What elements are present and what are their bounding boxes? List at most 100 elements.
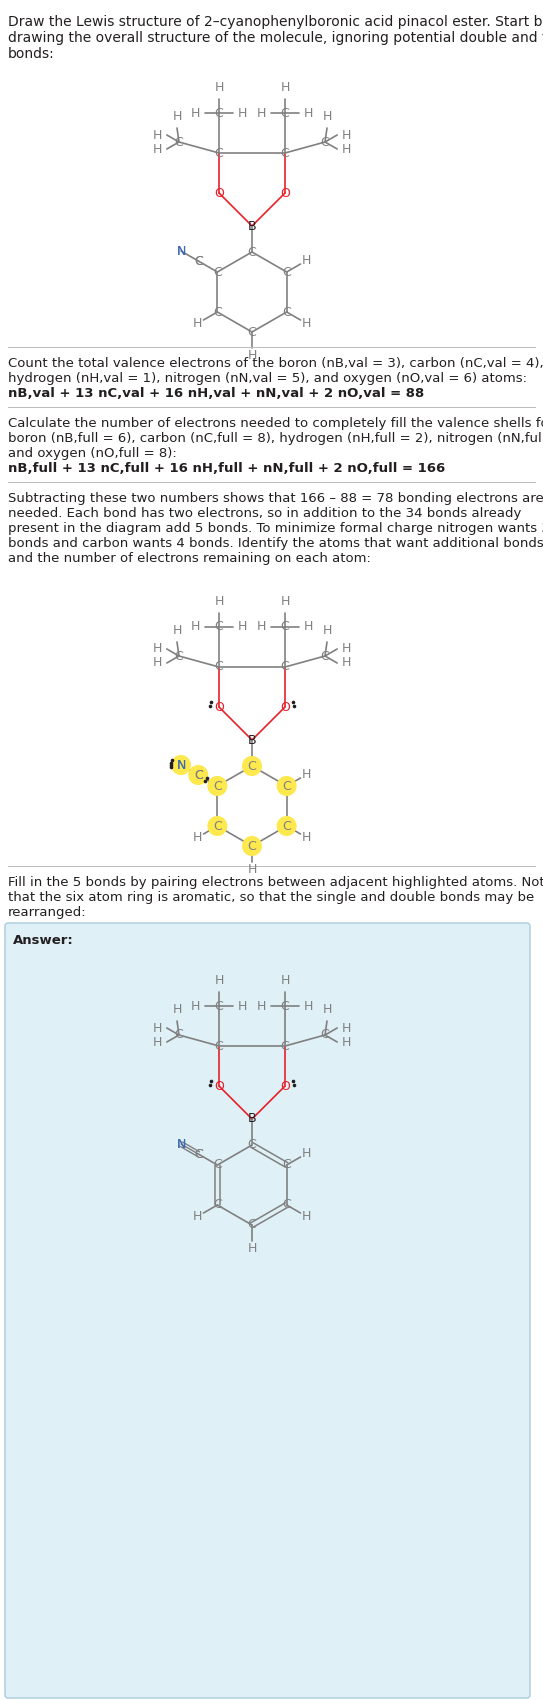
Text: C: C	[248, 1219, 256, 1231]
Text: H: H	[304, 620, 313, 634]
Text: B: B	[248, 219, 256, 233]
Text: H: H	[238, 1000, 248, 1013]
Text: and the number of electrons remaining on each atom:: and the number of electrons remaining on…	[8, 552, 371, 564]
Text: H: H	[214, 595, 224, 609]
Text: H: H	[302, 316, 311, 330]
Text: H: H	[247, 862, 257, 876]
Text: C: C	[320, 136, 330, 148]
Text: H: H	[193, 831, 202, 843]
Text: B: B	[248, 1112, 256, 1125]
Text: H: H	[342, 1022, 351, 1035]
Text: H: H	[280, 974, 289, 988]
Text: C: C	[213, 1158, 222, 1171]
Text: H: H	[323, 110, 332, 122]
Text: H: H	[257, 107, 266, 119]
Text: C: C	[320, 649, 330, 663]
Text: C: C	[282, 780, 291, 792]
Text: H: H	[193, 316, 202, 330]
Text: C: C	[248, 245, 256, 258]
Text: drawing the overall structure of the molecule, ignoring potential double and tri: drawing the overall structure of the mol…	[8, 31, 543, 44]
Text: H: H	[342, 129, 351, 141]
Text: H: H	[280, 82, 289, 94]
Text: boron (nB,full = 6), carbon (nC,full = 8), hydrogen (nH,full = 2), nitrogen (nN,: boron (nB,full = 6), carbon (nC,full = 8…	[8, 432, 543, 445]
Text: H: H	[172, 1003, 182, 1017]
Text: H: H	[191, 107, 200, 119]
Circle shape	[242, 836, 262, 857]
Text: O: O	[214, 700, 224, 714]
Text: C: C	[282, 265, 291, 279]
Text: and oxygen (nO,full = 8):: and oxygen (nO,full = 8):	[8, 447, 177, 461]
Text: C: C	[194, 1148, 203, 1161]
Text: N: N	[176, 758, 186, 772]
Text: C: C	[213, 1198, 222, 1212]
Text: C: C	[213, 265, 222, 279]
Text: C: C	[248, 840, 256, 852]
Text: bonds:: bonds:	[8, 48, 55, 61]
Text: H: H	[302, 253, 311, 267]
Text: C: C	[214, 146, 223, 160]
Text: H: H	[323, 624, 332, 638]
Circle shape	[188, 765, 209, 785]
Text: C: C	[281, 1000, 289, 1013]
Text: H: H	[304, 1000, 313, 1013]
Text: Answer:: Answer:	[13, 933, 74, 947]
Text: C: C	[281, 146, 289, 160]
Text: C: C	[214, 1039, 223, 1052]
Text: Fill in the 5 bonds by pairing electrons between adjacent highlighted atoms. Not: Fill in the 5 bonds by pairing electrons…	[8, 876, 543, 889]
Text: present in the diagram add 5 bonds. To minimize formal charge nitrogen wants 3: present in the diagram add 5 bonds. To m…	[8, 522, 543, 536]
Text: C: C	[214, 107, 223, 119]
Text: H: H	[302, 1148, 311, 1159]
Text: C: C	[281, 107, 289, 119]
Text: H: H	[280, 595, 289, 609]
Text: C: C	[281, 1039, 289, 1052]
Text: C: C	[194, 768, 203, 782]
Text: hydrogen (nH,val = 1), nitrogen (nN,val = 5), and oxygen (nO,val = 6) atoms:: hydrogen (nH,val = 1), nitrogen (nN,val …	[8, 372, 527, 384]
Text: B: B	[248, 733, 256, 746]
Circle shape	[276, 775, 296, 796]
Text: H: H	[172, 110, 182, 122]
Text: C: C	[194, 255, 203, 267]
Text: H: H	[342, 643, 351, 656]
Text: H: H	[238, 620, 248, 634]
Text: C: C	[248, 325, 256, 338]
Text: H: H	[214, 974, 224, 988]
Text: H: H	[191, 1000, 200, 1013]
Text: Count the total valence electrons of the boron (nB,val = 3), carbon (nC,val = 4): Count the total valence electrons of the…	[8, 357, 543, 371]
Text: C: C	[214, 620, 223, 634]
Text: C: C	[320, 1028, 330, 1042]
Text: C: C	[213, 819, 222, 833]
Text: C: C	[194, 768, 203, 782]
Text: H: H	[302, 831, 311, 843]
Circle shape	[207, 775, 228, 796]
Text: C: C	[194, 1148, 203, 1161]
Circle shape	[242, 756, 262, 775]
Text: N: N	[176, 1137, 186, 1151]
Text: H: H	[238, 107, 248, 119]
Text: nB,val + 13 nC,val + 16 nH,val + nN,val + 2 nO,val = 88: nB,val + 13 nC,val + 16 nH,val + nN,val …	[8, 388, 424, 400]
Text: needed. Each bond has two electrons, so in addition to the 34 bonds already: needed. Each bond has two electrons, so …	[8, 507, 521, 520]
Text: C: C	[194, 255, 203, 267]
Text: C: C	[281, 620, 289, 634]
Text: H: H	[302, 1210, 311, 1222]
Text: H: H	[342, 143, 351, 155]
Text: H: H	[193, 1210, 202, 1222]
Text: O: O	[280, 700, 290, 714]
Text: H: H	[304, 107, 313, 119]
Circle shape	[207, 816, 228, 836]
Text: C: C	[282, 1198, 291, 1212]
Text: C: C	[175, 136, 184, 148]
Text: N: N	[176, 758, 186, 772]
Text: C: C	[213, 780, 222, 792]
Text: H: H	[214, 82, 224, 94]
Text: that the six atom ring is aromatic, so that the single and double bonds may be: that the six atom ring is aromatic, so t…	[8, 891, 534, 904]
Text: C: C	[282, 819, 291, 833]
Text: H: H	[172, 624, 182, 638]
Text: Subtracting these two numbers shows that 166 – 88 = 78 bonding electrons are: Subtracting these two numbers shows that…	[8, 491, 543, 505]
Text: rearranged:: rearranged:	[8, 906, 87, 920]
Text: C: C	[248, 1139, 256, 1151]
Text: H: H	[153, 143, 162, 155]
Text: H: H	[153, 643, 162, 656]
Text: Calculate the number of electrons needed to completely fill the valence shells f: Calculate the number of electrons needed…	[8, 416, 543, 430]
FancyBboxPatch shape	[5, 923, 530, 1698]
Text: H: H	[247, 348, 257, 362]
